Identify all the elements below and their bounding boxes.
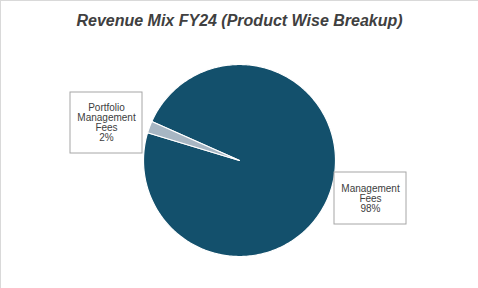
svg-text:PortfolioManagementFees2%: PortfolioManagementFees2%	[77, 102, 136, 143]
svg-text:Revenue Mix FY24 (Product Wise: Revenue Mix FY24 (Product Wise Breakup)	[76, 12, 402, 29]
svg-text:ManagementFees98%: ManagementFees98%	[341, 183, 400, 214]
